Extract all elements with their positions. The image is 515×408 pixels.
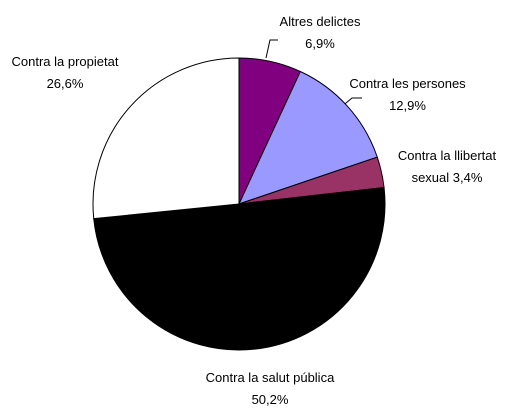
category-name: Contra la llibertat sexual [397, 148, 497, 185]
category-name: Altres delictes [279, 14, 361, 29]
value-label: 26,6% [46, 76, 84, 91]
category-name: Contra la salut pública [205, 370, 335, 385]
slice-label: Contra la salut pública 50,2% [205, 367, 335, 408]
slice-label: Altres delictes 6,9% [270, 11, 370, 55]
value-label: 50,2% [251, 392, 289, 407]
slice-label: Contra les persones 12,9% [345, 73, 470, 117]
value-label: 12,9% [389, 98, 426, 113]
pie-slice [92, 57, 240, 220]
slice-label: Contra la llibertat sexual 3,4% [378, 145, 515, 189]
slice-label: Contra la propietat 26,6% [0, 51, 130, 95]
category-name: Contra les persones [349, 76, 466, 91]
category-name: Contra la propietat [11, 54, 119, 69]
pie-slice [238, 70, 378, 205]
leader-line [265, 39, 278, 59]
value-label: 6,9% [305, 36, 335, 51]
value-label: 3,4% [452, 170, 483, 185]
pie-slice [93, 186, 386, 351]
